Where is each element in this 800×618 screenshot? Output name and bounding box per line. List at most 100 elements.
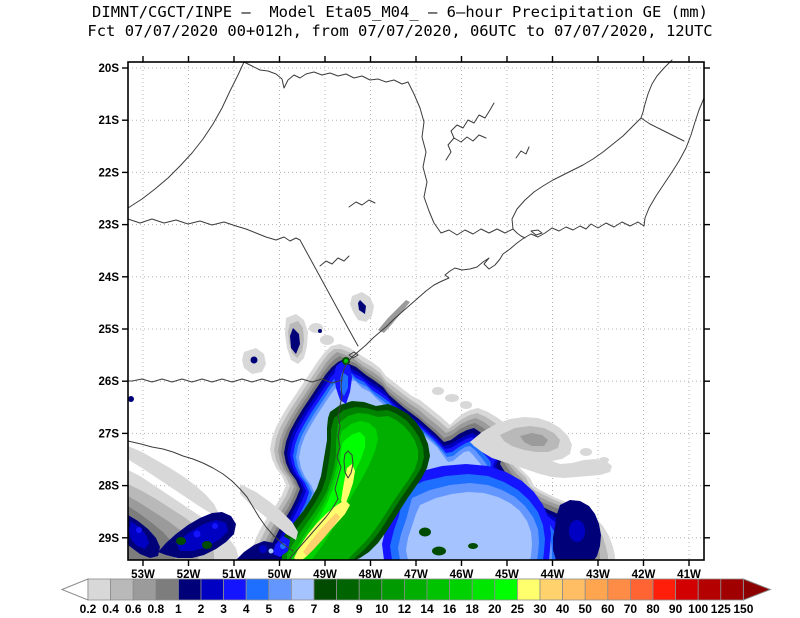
lat-label-29S: 29S [99, 533, 120, 545]
geography-outlines [127, 59, 705, 561]
lon-label-48W: 48W [359, 569, 383, 581]
map-subtitle: Fct 07/07/2020 00+012h, from 07/07/2020,… [87, 22, 712, 40]
colorbar-segment-0.2 [87, 578, 112, 601]
colorbar-arrow-below-min [60, 578, 89, 601]
map-frame [127, 61, 705, 561]
precipitation-shading-part [358, 300, 366, 314]
colorbar-value-12: 12 [398, 602, 412, 616]
colorbar-segment-20 [494, 578, 518, 601]
colorbar-segment-60 [607, 578, 631, 601]
colorbar-value-25: 25 [511, 602, 525, 616]
border-mg-rj [511, 117, 642, 230]
colorbar-segment-100 [697, 578, 722, 601]
colorbar-value-100: 100 [688, 602, 708, 616]
lon-label-50W: 50W [268, 569, 292, 581]
latitude-labels: 20S 21S 22S 23S 24S 25S 26S 27S 28S 29S [99, 63, 120, 545]
precipitation-shading-part [128, 396, 134, 402]
colorbar-segment-40 [562, 578, 586, 601]
colorbar-segment-18 [471, 578, 496, 601]
colorbar-value-60: 60 [601, 602, 615, 616]
lat-label-20S: 20S [99, 63, 120, 75]
colorbar-segment-90 [675, 578, 699, 601]
border-grande-river [243, 61, 409, 89]
lat-label-24S: 24S [99, 272, 120, 284]
colorbar-segment-0.6 [132, 578, 157, 601]
precipitation-shading-part [341, 464, 355, 505]
precipitation-shading-part [320, 335, 334, 345]
ilha-grande-islet [530, 229, 543, 236]
border-pr-sc [127, 378, 343, 384]
precipitation-shading-part [236, 541, 282, 560]
colorbar-segment-10 [381, 578, 405, 601]
longitude-labels: 53W 52W 51W 50W 49W 48W 47W 46W 45W 44W 43W 42W 41W [131, 569, 701, 581]
lat-label-22S: 22S [99, 167, 120, 179]
precipitation-shading-part [212, 523, 218, 529]
lat-label-28S: 28S [99, 481, 120, 493]
colorbar-segment-4 [245, 578, 270, 601]
precipitation-shading-part [268, 548, 274, 554]
precipitation-shading-part [406, 492, 532, 560]
precipitation-shading-part [569, 520, 585, 542]
border-sp-rj [512, 228, 526, 239]
precipitation-shading-part [202, 541, 212, 549]
colorbar-segment-8 [336, 578, 360, 601]
colorbar-segment-6 [290, 578, 315, 601]
precipitation-shading-part [378, 300, 410, 333]
border-sc-rs [127, 440, 294, 552]
jurumirim-river [319, 255, 350, 267]
lat-label-26S: 26S [99, 376, 120, 388]
paranagua-bay [348, 351, 359, 359]
precipitation-shading-part [290, 328, 300, 354]
lat-label-27S: 27S [99, 428, 120, 440]
colorbar-segment-30 [539, 578, 564, 601]
precipitation-shading-part [599, 457, 609, 463]
colorbar-segment-12 [403, 578, 428, 601]
colorbar-segment-25 [517, 578, 541, 601]
tiete-river [348, 199, 376, 208]
colorbar-segment-70 [630, 578, 654, 601]
border-mg-es [640, 59, 685, 142]
axis-ticks [122, 56, 710, 566]
colorbar-value-50: 50 [579, 602, 593, 616]
colorbar-value-40: 40 [556, 602, 570, 616]
colorbar-value-0.2: 0.2 [80, 602, 97, 616]
lon-label-46W: 46W [450, 569, 474, 581]
precipitation-shading-part [580, 448, 592, 456]
precipitation-shading [128, 292, 615, 560]
lon-label-43W: 43W [586, 569, 610, 581]
precipitation-shading-part [193, 530, 201, 538]
colorbar-value-2: 2 [198, 602, 205, 616]
precipitation-shading-part [176, 537, 186, 545]
lon-label-42W: 42W [632, 569, 656, 581]
precipitation-shading-part [419, 527, 431, 537]
precipitation-shading-part [129, 521, 149, 549]
colorbar-segment-5 [268, 578, 292, 601]
colorbar-arrow-above-max [742, 578, 772, 601]
colorbar-segment-9 [358, 578, 383, 601]
colorbar-segment-50 [584, 578, 609, 601]
lat-label-23S: 23S [99, 220, 120, 232]
colorbar-value-16: 16 [443, 602, 457, 616]
lon-label-49W: 49W [313, 569, 337, 581]
colorbar-value-6: 6 [288, 602, 295, 616]
colorbar-value-4: 4 [243, 602, 250, 616]
lon-label-52W: 52W [177, 569, 201, 581]
colorbar-segment-80 [652, 578, 677, 601]
precipitation-shading-part [432, 387, 444, 395]
colorbar-value-30: 30 [533, 602, 547, 616]
colorbar-value-7: 7 [311, 602, 318, 616]
colorbar-value-80: 80 [646, 602, 660, 616]
precipitation-shading-part [250, 356, 258, 364]
coastline [288, 97, 705, 561]
precipitation-shading-part [303, 513, 340, 556]
colorbar-value-0.6: 0.6 [125, 602, 142, 616]
colorbar-segment-14 [426, 578, 451, 601]
colorbar-value-8: 8 [333, 602, 340, 616]
colorbar-value-1: 1 [175, 602, 182, 616]
colorbar-segment-7 [313, 578, 338, 601]
precipitation-shading-part [344, 359, 348, 363]
colorbar-value-0.8: 0.8 [147, 602, 164, 616]
colorbar-value-125: 125 [711, 602, 731, 616]
precipitation-shading-part [460, 401, 472, 409]
